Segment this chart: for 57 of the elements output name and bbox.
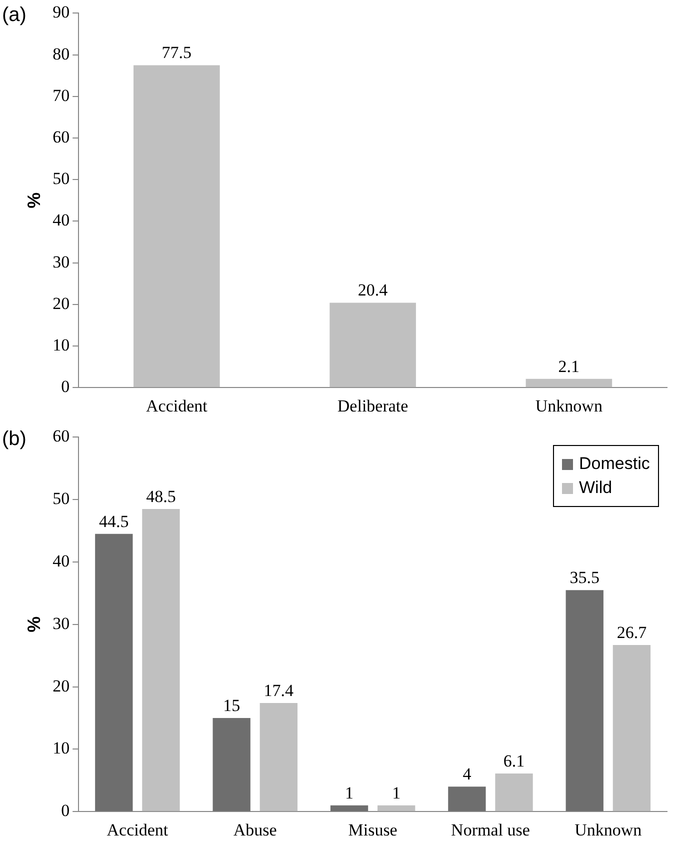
bar <box>142 508 180 812</box>
y-tick-label: 0 <box>61 377 70 396</box>
data-label: 15 <box>223 696 240 715</box>
chart-title: (a) <box>2 4 26 27</box>
bar <box>612 644 651 812</box>
data-label: 20.4 <box>358 280 388 300</box>
y-tick-label: 60 <box>52 426 70 446</box>
y-tick-label: 40 <box>52 551 70 570</box>
bar <box>95 534 133 812</box>
bar <box>330 302 416 388</box>
y-tick-label: 70 <box>52 86 70 105</box>
bar <box>330 805 368 812</box>
x-tick-label: Deliberate <box>337 396 408 416</box>
x-tick-label: Accident <box>106 820 168 840</box>
data-label: 4 <box>462 764 472 784</box>
data-label: 1 <box>392 783 401 802</box>
legend-label: Domestic <box>579 454 650 474</box>
data-label: 6.1 <box>503 752 525 771</box>
y-tick-label: 90 <box>52 2 70 22</box>
data-label: 44.5 <box>99 512 129 531</box>
bar <box>448 786 486 812</box>
chart-title: (b) <box>2 428 26 451</box>
x-tick-label: Normal use <box>451 820 530 840</box>
x-tick-label: Misuse <box>348 820 398 840</box>
bar <box>566 590 604 812</box>
bar <box>212 718 250 812</box>
y-tick-label: 10 <box>52 738 70 758</box>
x-tick-label: Abuse <box>233 820 277 840</box>
data-label: 2.1 <box>558 356 580 376</box>
y-tick-label: 30 <box>52 252 70 272</box>
y-axis-title: % <box>24 192 44 208</box>
bar <box>526 378 612 388</box>
y-tick-label: 60 <box>52 127 70 146</box>
legend-label: Wild <box>579 478 612 498</box>
y-tick-label: 0 <box>61 801 70 820</box>
x-tick-label: Unknown <box>535 396 603 416</box>
data-label: 26.7 <box>616 622 648 642</box>
bar <box>260 703 298 812</box>
y-tick-label: 30 <box>52 614 70 633</box>
bar <box>378 805 416 812</box>
y-tick-label: 50 <box>52 169 70 188</box>
x-tick-label: Accident <box>146 396 208 416</box>
bar <box>134 65 220 388</box>
data-label: 48.5 <box>146 486 176 506</box>
y-tick-label: 10 <box>52 335 70 354</box>
y-axis-title: % <box>24 616 44 632</box>
data-label: 35.5 <box>570 568 600 588</box>
x-tick-label: Unknown <box>574 820 642 840</box>
bar <box>495 774 533 812</box>
y-tick-label: 20 <box>52 294 70 313</box>
data-label: 1 <box>345 783 354 802</box>
y-tick-label: 40 <box>52 210 70 230</box>
data-label: 17.4 <box>264 680 294 700</box>
y-tick-label: 50 <box>52 489 70 508</box>
y-tick-label: 80 <box>52 44 70 64</box>
y-tick-label: 20 <box>52 676 70 696</box>
data-label: 77.5 <box>162 43 192 62</box>
